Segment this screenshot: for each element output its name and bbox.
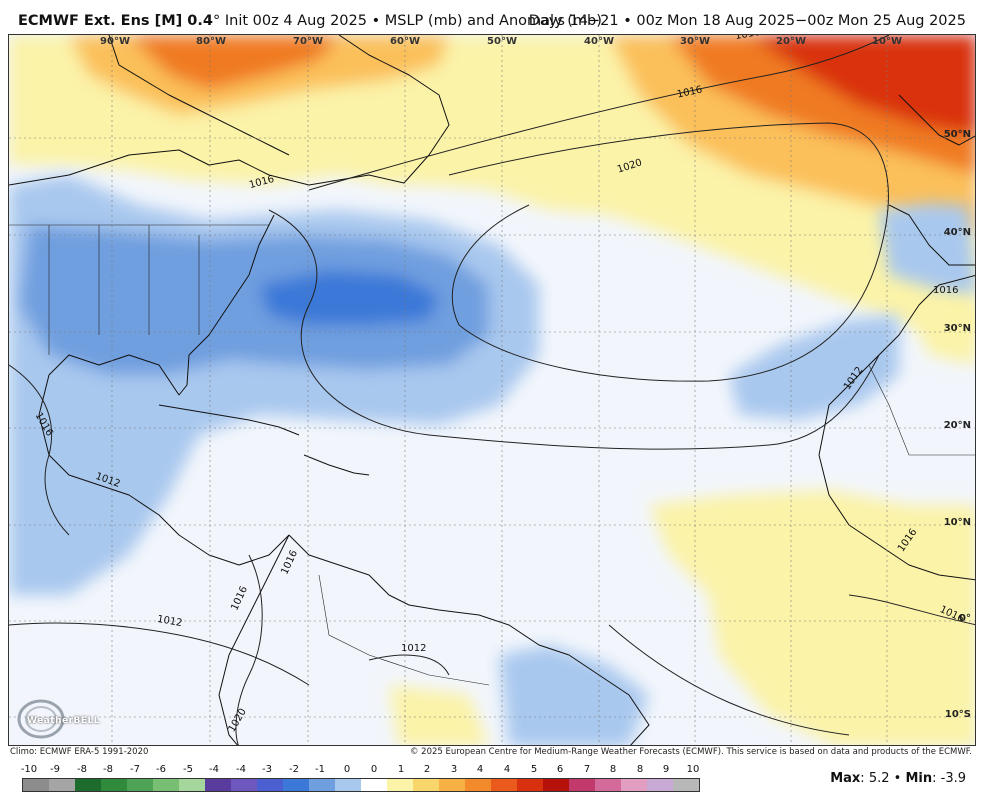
lat-label: 40°N — [943, 227, 971, 238]
colorbar-tick: -2 — [289, 764, 299, 775]
colorbar-swatch — [179, 779, 205, 791]
lat-label: 10°N — [943, 517, 971, 528]
chart-title: ECMWF Ext. Ens [M] 0.4° Init 00z 4 Aug 2… — [18, 13, 602, 29]
coastlines — [9, 35, 975, 745]
colorbar-swatch — [387, 779, 413, 791]
colorbar-tick: -3 — [262, 764, 272, 775]
colorbar-tick: 8 — [609, 764, 617, 775]
colorbar-swatch — [231, 779, 257, 791]
ecmwf-credit: © 2025 European Centre for Medium-Range … — [409, 747, 972, 757]
colorbar-swatch — [309, 779, 335, 791]
graticule — [9, 35, 975, 745]
lat-label: 10°S — [944, 709, 971, 720]
colorbar-swatch — [439, 779, 465, 791]
colorbar-tick: -8 — [77, 764, 87, 775]
min-value: -3.9 — [940, 771, 966, 786]
colorbar-tick: -8 — [103, 764, 113, 775]
colorbar-swatch — [413, 779, 439, 791]
colorbar-tick: 10 — [686, 764, 700, 775]
lat-label: 50°N — [943, 129, 971, 140]
colorbar-tick: -1 — [315, 764, 325, 775]
lon-label: 50°W — [487, 36, 517, 47]
map-panel[interactable]: 90°W 80°W 70°W 60°W 50°W 40°W 30°W 20°W … — [8, 34, 976, 746]
isobar-label: 1012 — [401, 643, 427, 654]
colorbar-tick: -6 — [156, 764, 166, 775]
colorbar-swatch — [75, 779, 101, 791]
colorbar-swatch — [257, 779, 283, 791]
max-min-readout: Max: 5.2 • Min: -3.9 — [830, 771, 966, 786]
colorbar-swatch — [517, 779, 543, 791]
colorbar-swatch — [205, 779, 231, 791]
colorbar-swatch — [283, 779, 309, 791]
colorbar-tick: 7 — [583, 764, 591, 775]
negative-anomaly — [9, 175, 975, 745]
lon-label: 90°W — [100, 36, 130, 47]
positive-anomaly-north — [9, 35, 975, 335]
valid-period: Days 14−21 • 00z Mon 18 Aug 2025−00z Mon… — [528, 13, 966, 29]
colorbar-swatch — [621, 779, 647, 791]
degree-symbol: ° — [213, 13, 221, 29]
lon-label: 40°W — [584, 36, 614, 47]
colorbar-tick: 2 — [423, 764, 431, 775]
min-label: Min — [905, 771, 933, 786]
colorbar-tick: 9 — [662, 764, 670, 775]
isobar-label: 1016 — [933, 285, 959, 296]
title-separator: • — [371, 13, 381, 29]
colorbar — [22, 778, 700, 792]
colorbar-ticks: -10 -9 -8 -8 -7 -6 -5 -4 -4 -3 -2 -1 0 0… — [16, 764, 706, 778]
logo-text: WeatherBELL — [27, 716, 101, 726]
colorbar-swatch — [569, 779, 595, 791]
weatherbell-logo: WeatherBELL — [15, 697, 101, 739]
colorbar-tick: 5 — [530, 764, 538, 775]
colorbar-swatch — [153, 779, 179, 791]
colorbar-swatch — [49, 779, 75, 791]
colorbar-tick: -4 — [209, 764, 219, 775]
colorbar-swatch — [465, 779, 491, 791]
lon-label: 80°W — [196, 36, 226, 47]
colorbar-swatch — [491, 779, 517, 791]
colorbar-tick: 0 — [370, 764, 378, 775]
map-canvas — [9, 35, 975, 745]
stats-separator: • — [893, 771, 902, 786]
field-name: MSLP (mb) and Anomaly (mb) — [384, 13, 602, 29]
colorbar-tick: 1 — [397, 764, 405, 775]
colorbar-tick: 6 — [556, 764, 564, 775]
max-value: 5.2 — [868, 771, 890, 786]
lon-label: 20°W — [776, 36, 806, 47]
colorbar-swatch — [23, 779, 49, 791]
colorbar-swatch — [361, 779, 387, 791]
climo-credit: Climo: ECMWF ERA-5 1991-2020 — [10, 747, 149, 757]
colorbar-swatch — [647, 779, 673, 791]
colorbar-swatch — [673, 779, 699, 791]
lon-label: 60°W — [390, 36, 420, 47]
positive-anomaly-south — [389, 305, 975, 745]
colorbar-tick: -10 — [20, 764, 38, 775]
colorbar-tick: -4 — [236, 764, 246, 775]
lon-label: 10°W — [872, 36, 902, 47]
colorbar-swatch — [127, 779, 153, 791]
isobars — [9, 35, 975, 745]
colorbar-tick: 4 — [503, 764, 511, 775]
colorbar-tick: -5 — [183, 764, 193, 775]
colorbar-tick: -7 — [130, 764, 140, 775]
colorbar-swatch — [101, 779, 127, 791]
colorbar-tick: 0 — [343, 764, 351, 775]
colorbar-tick: -9 — [50, 764, 60, 775]
colorbar-tick: 8 — [636, 764, 644, 775]
lon-label: 30°W — [680, 36, 710, 47]
colorbar-swatch — [595, 779, 621, 791]
lon-label: 70°W — [293, 36, 323, 47]
model-name: ECMWF Ext. Ens [M] 0.4 — [18, 13, 213, 29]
title-bar: ECMWF Ext. Ens [M] 0.4° Init 00z 4 Aug 2… — [0, 0, 984, 34]
borders — [9, 224, 975, 686]
colorbar-tick: 4 — [476, 764, 484, 775]
lat-label: 30°N — [943, 323, 971, 334]
colorbar-tick: 3 — [450, 764, 458, 775]
init-time: Init 00z 4 Aug 2025 — [224, 13, 367, 29]
colorbar-swatch — [335, 779, 361, 791]
lat-label: 20°N — [943, 420, 971, 431]
colorbar-swatch — [543, 779, 569, 791]
max-label: Max — [830, 771, 861, 786]
lat-label: 0° — [959, 613, 971, 624]
